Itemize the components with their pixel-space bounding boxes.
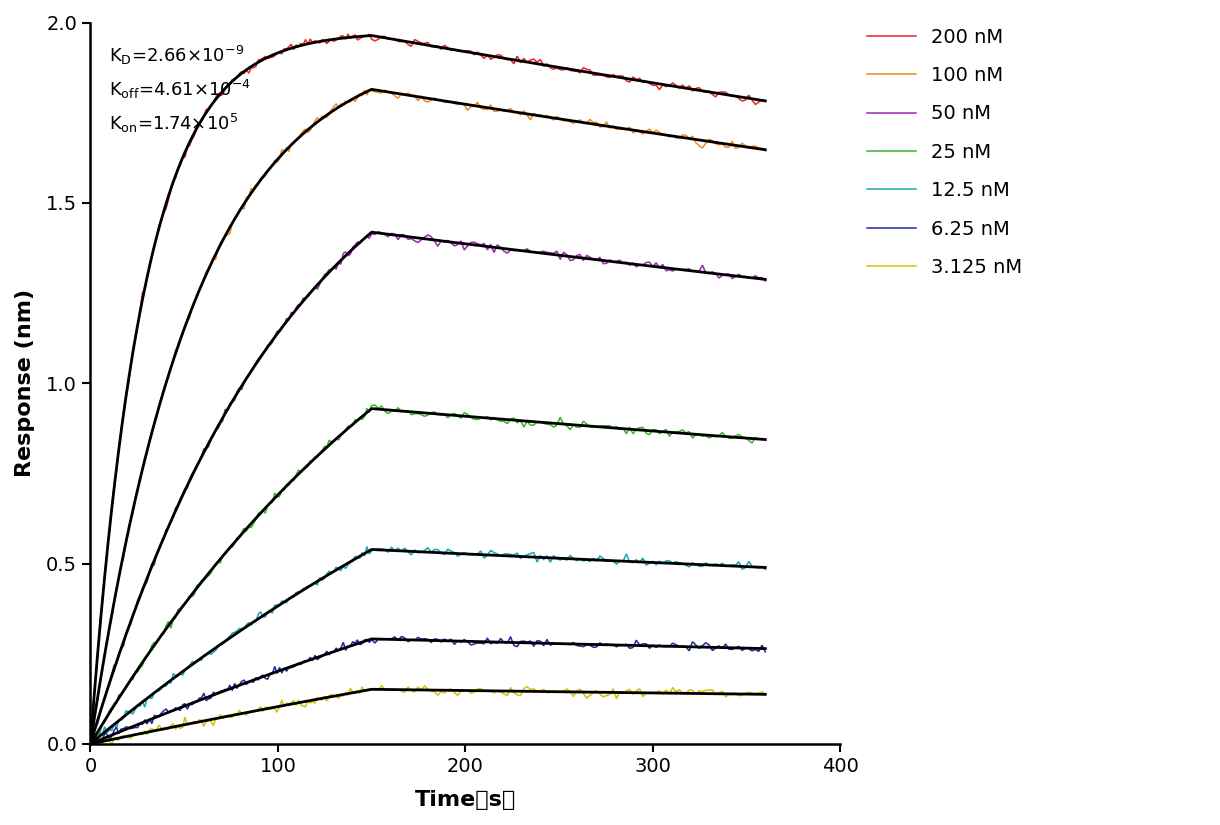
200 nM — [445, 45, 460, 55]
50 nM — [572, 250, 587, 260]
25 nM — [445, 409, 460, 419]
100 nM — [234, 203, 249, 213]
6.25 nM — [394, 632, 409, 642]
100 nM — [572, 116, 587, 125]
100 nM — [83, 742, 98, 752]
12.5 nM — [100, 728, 115, 738]
50 nM — [515, 246, 529, 256]
50 nM — [483, 241, 498, 251]
6.25 nM — [515, 636, 529, 646]
100 nM — [515, 107, 529, 117]
25 nM — [483, 414, 498, 424]
6.25 nM — [758, 647, 772, 657]
50 nM — [371, 227, 386, 237]
X-axis label: Time（s）: Time（s） — [415, 790, 516, 810]
12.5 nM — [572, 554, 587, 564]
50 nM — [100, 685, 115, 695]
6.25 nM — [445, 637, 460, 647]
12.5 nM — [234, 624, 249, 634]
3.125 nM — [100, 733, 115, 742]
Line: 50 nM: 50 nM — [90, 232, 765, 742]
25 nM — [515, 419, 529, 429]
Line: 6.25 nM: 6.25 nM — [90, 637, 765, 742]
3.125 nM — [483, 686, 498, 695]
6.25 nM — [234, 676, 249, 686]
25 nM — [758, 435, 772, 445]
200 nM — [340, 29, 355, 39]
Line: 100 nM: 100 nM — [90, 90, 765, 747]
3.125 nM — [83, 738, 98, 747]
3.125 nM — [90, 740, 105, 750]
100 nM — [758, 146, 772, 156]
Line: 3.125 nM: 3.125 nM — [90, 686, 765, 745]
25 nM — [367, 400, 382, 410]
Line: 25 nM: 25 nM — [90, 405, 765, 746]
12.5 nM — [758, 564, 772, 574]
3.125 nM — [516, 686, 531, 695]
200 nM — [572, 68, 587, 78]
100 nM — [100, 635, 115, 645]
50 nM — [758, 276, 772, 286]
25 nM — [234, 528, 249, 538]
Text: K$_{\rm D}$=2.66×10$^{-9}$
K$_{\rm off}$=4.61×10$^{-4}$
K$_{\rm on}$=1.74×10$^{5: K$_{\rm D}$=2.66×10$^{-9}$ K$_{\rm off}$… — [109, 45, 251, 135]
100 nM — [445, 98, 460, 108]
Line: 200 nM: 200 nM — [90, 34, 765, 744]
200 nM — [758, 96, 772, 106]
3.125 nM — [447, 686, 461, 696]
3.125 nM — [375, 681, 389, 691]
12.5 nM — [360, 542, 375, 552]
12.5 nM — [83, 738, 98, 747]
50 nM — [234, 384, 249, 394]
12.5 nM — [447, 547, 461, 557]
6.25 nM — [572, 641, 587, 651]
3.125 nM — [572, 684, 587, 694]
12.5 nM — [483, 546, 498, 556]
Y-axis label: Response (nm): Response (nm) — [15, 289, 35, 478]
12.5 nM — [85, 738, 100, 748]
50 nM — [83, 737, 98, 747]
200 nM — [234, 67, 249, 77]
6.25 nM — [83, 738, 98, 747]
25 nM — [572, 422, 587, 432]
Line: 12.5 nM: 12.5 nM — [90, 547, 765, 743]
12.5 nM — [516, 552, 531, 562]
200 nM — [83, 739, 98, 749]
200 nM — [483, 53, 498, 63]
3.125 nM — [234, 709, 249, 719]
Legend: 200 nM, 100 nM, 50 nM, 25 nM, 12.5 nM, 6.25 nM, 3.125 nM: 200 nM, 100 nM, 50 nM, 25 nM, 12.5 nM, 6… — [858, 18, 1032, 287]
25 nM — [83, 741, 98, 751]
200 nM — [100, 548, 115, 558]
3.125 nM — [758, 691, 772, 700]
6.25 nM — [100, 729, 115, 739]
200 nM — [515, 55, 529, 65]
100 nM — [362, 85, 377, 95]
50 nM — [445, 240, 460, 250]
25 nM — [100, 712, 115, 722]
6.25 nM — [483, 638, 498, 648]
100 nM — [483, 101, 498, 111]
